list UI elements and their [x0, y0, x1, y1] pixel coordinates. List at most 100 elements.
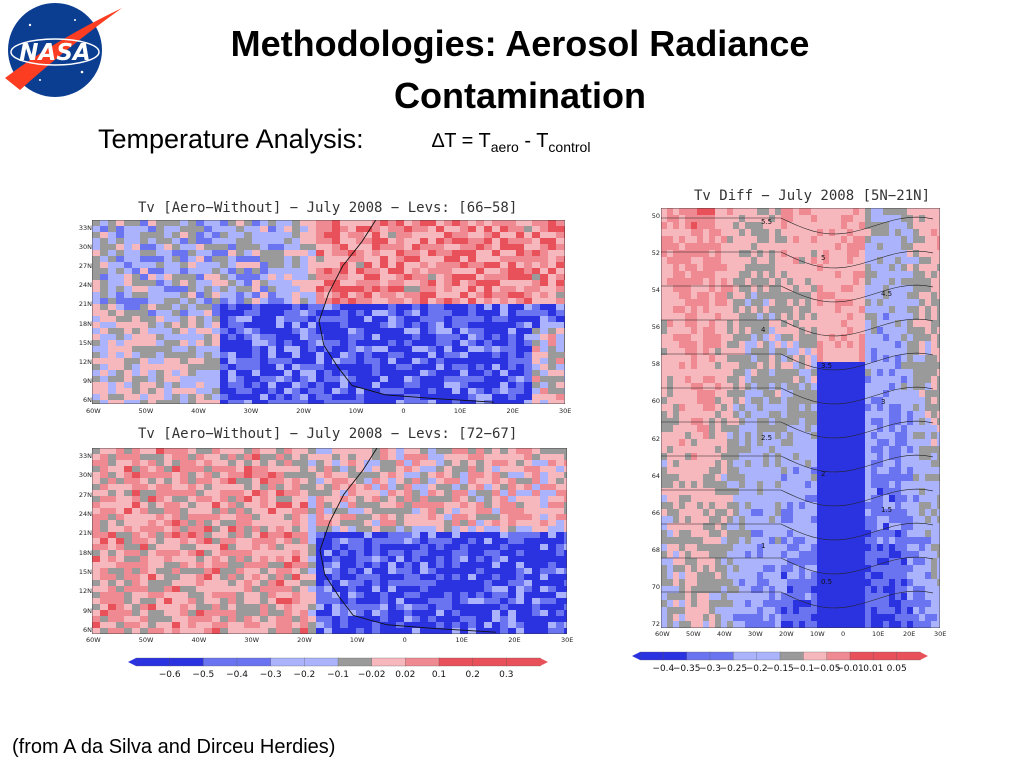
colorbar-swatch	[169, 657, 204, 667]
colorbar-label: 0.01	[863, 664, 884, 674]
axis-tick-label: 50	[651, 212, 660, 220]
contour-line	[661, 420, 934, 439]
axis-tick-label: 27N	[78, 262, 92, 271]
colorbar-label: −0.1	[327, 670, 349, 680]
axis-tick-label: 18N	[78, 548, 92, 557]
colorbar-swatch	[896, 651, 921, 661]
colorbar-swatch	[371, 657, 406, 667]
axis-tick-label: 50W	[138, 407, 154, 415]
colorbar-label: 0.02	[395, 670, 416, 680]
diff-title: Tv Diff − July 2008 [5N−21N]	[694, 188, 931, 204]
map-panel-1: Tv [Aero−Without] − July 2008 − Levs: [6…	[78, 196, 575, 418]
colorbar-label: 0.3	[499, 670, 514, 680]
colorbar-label: −0.1	[792, 664, 815, 674]
formula-delta: ∆T = T	[432, 130, 491, 152]
axis-tick-label: 30W	[244, 636, 260, 644]
formula-sub-aero: aero	[490, 139, 519, 155]
axis-tick-label: 21N	[78, 529, 92, 538]
axis-tick-label: 33N	[78, 224, 92, 232]
colorbar-label: −0.4	[652, 664, 675, 674]
map-1-lon-axis: 60W 50W 40W 30W 20W 10W 0 10E 20E 30E	[86, 407, 571, 417]
colorbar-swatch	[849, 651, 874, 661]
axis-tick-label: 64	[651, 471, 660, 480]
axis-tick-label: 30W	[748, 630, 763, 638]
axis-tick-label: 30N	[78, 471, 92, 480]
axis-tick-label: 6N	[83, 626, 92, 634]
colorbar-label: −0.01	[836, 664, 864, 674]
contour-label: 4.5	[881, 290, 892, 298]
axis-tick-label: 10W	[810, 630, 825, 638]
contour-line	[661, 318, 934, 337]
colorbar-swatch	[639, 651, 664, 661]
axis-tick-label: 21N	[78, 300, 92, 309]
axis-tick-label: 10E	[455, 636, 468, 644]
contour-label: 1.5	[881, 506, 892, 514]
axis-tick-label: 20W	[779, 630, 794, 638]
axis-tick-label: 33N	[78, 452, 92, 460]
axis-tick-label: 20E	[506, 407, 519, 415]
axis-tick-label: 0	[841, 630, 846, 638]
axis-tick-label: 40W	[717, 630, 732, 638]
axis-tick-label: 20E	[508, 636, 521, 644]
axis-tick-label: 20W	[297, 636, 312, 644]
axis-tick-label: 24N	[78, 281, 92, 290]
contour-line	[661, 454, 934, 473]
map-1-lat-axis: 33N 30N 27N 24N 21N 18N 15N 12N 9N 6N	[78, 220, 92, 404]
contour-line	[661, 386, 934, 405]
colorbar-swatch	[405, 657, 440, 667]
axis-tick-label: 9N	[83, 606, 92, 615]
subtitle: Temperature Analysis:	[98, 124, 364, 154]
contour-label: 3	[881, 398, 885, 406]
axis-tick-label: 52	[651, 249, 660, 258]
axis-tick-label: 15N	[78, 338, 92, 347]
axis-tick-label: 10W	[349, 636, 365, 644]
map-1-title: Tv [Aero−Without] − July 2008 − Levs: [6…	[138, 200, 518, 216]
axis-tick-label: 10E	[872, 630, 885, 638]
colorbar-swatch	[826, 651, 851, 661]
contour-label: 2.5	[761, 434, 772, 442]
colorbar-swatch	[270, 657, 305, 667]
colorbar-label: 0.2	[465, 670, 480, 680]
axis-tick-label: 27N	[78, 490, 92, 499]
colorbar-label: −0.3	[699, 664, 721, 674]
axis-tick-label: 72	[651, 620, 660, 628]
credit: (from A da Silva and Dirceu Herdies)	[12, 736, 336, 758]
map-1-field	[91, 219, 573, 407]
axis-tick-label: 62	[651, 434, 660, 443]
map-2-title: Tv [Aero−Without] − July 2008 − Levs: [7…	[138, 426, 518, 442]
colorbar-label: −0.6	[158, 670, 181, 680]
colorbar-label: −0.2	[745, 664, 768, 674]
colorbar-swatch	[135, 657, 171, 667]
axis-tick-label: 50W	[138, 636, 154, 644]
colorbar-swatch	[337, 657, 373, 667]
colorbar-label: −0.25	[719, 664, 748, 674]
map-panel-2: Tv [Aero−Without] − July 2008 − Levs: [7…	[78, 424, 575, 646]
axis-tick-label: 70	[651, 582, 660, 591]
nasa-logo-text: NASA	[19, 40, 90, 66]
colorbar-swatch	[779, 651, 804, 661]
contour-label: 5.5	[761, 218, 772, 226]
colorbar-label: −0.15	[766, 664, 794, 674]
axis-tick-label: 40W	[191, 407, 206, 415]
axis-tick-label: 58	[651, 360, 660, 369]
axis-tick-label: 10E	[453, 407, 467, 415]
axis-tick-label: 30N	[78, 243, 92, 252]
axis-tick-label: 6N	[83, 396, 92, 404]
colorbar-swatch	[663, 651, 688, 661]
formula: ∆T = Taero - Tcontrol	[432, 130, 590, 155]
diff-field: 5.5 5 4.5 4 3.5 3 2.5 2 1.5 1 0.5	[660, 207, 944, 629]
axis-tick-label: 12N	[78, 587, 92, 596]
diff-panel: Tv Diff − July 2008 [5N−21N] 5.5 5 4.5 4 3.5…	[628, 184, 958, 644]
axis-tick-label: 54	[651, 286, 660, 295]
map-2-field	[91, 447, 573, 635]
axis-tick-label: 66	[651, 508, 660, 517]
contour-line	[661, 250, 934, 269]
contour-line	[661, 556, 934, 575]
contour-label: 0.5	[821, 578, 832, 586]
colorbar-swatch	[733, 651, 758, 661]
slide-title: Methodologies: Aerosol Radiance Contamin…	[230, 23, 810, 116]
axis-tick-label: 9N	[83, 376, 92, 385]
colorbar-swatch	[709, 651, 734, 661]
contour-label: 3.5	[821, 362, 832, 370]
contour-line	[661, 590, 934, 609]
